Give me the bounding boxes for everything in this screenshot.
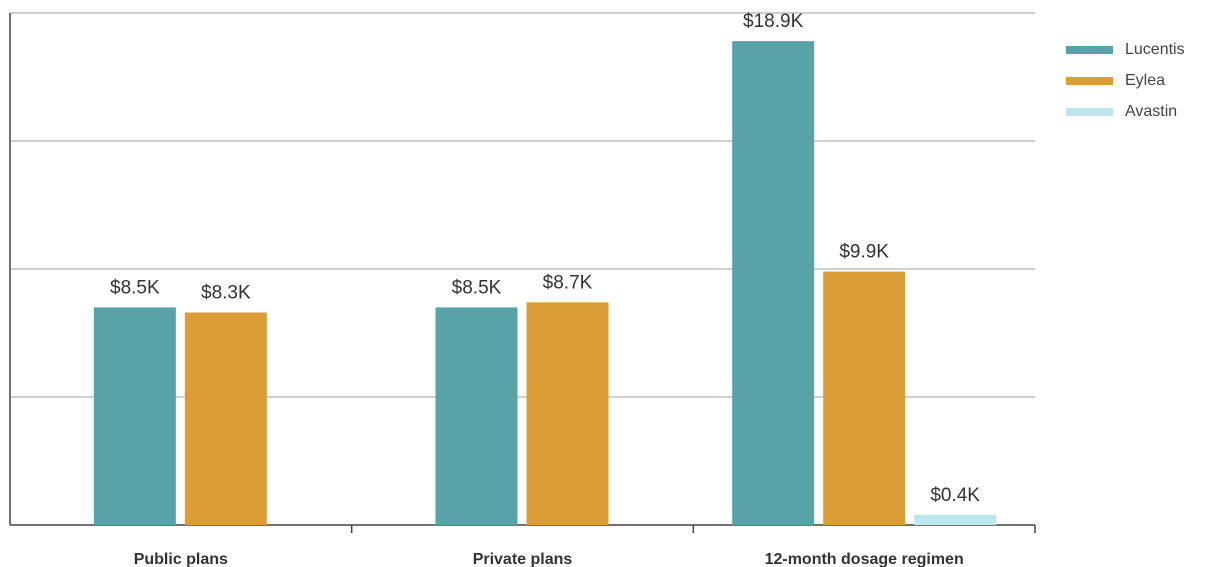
bar-eylea-12-month-dosage-regimen bbox=[823, 271, 906, 525]
bar-eylea-public-plans bbox=[184, 312, 267, 525]
data-label-lucentis-12-month-dosage-regimen: $18.9K bbox=[743, 11, 804, 32]
data-label-lucentis-public-plans: $8.5K bbox=[110, 277, 160, 298]
data-label-eylea-public-plans: $8.3K bbox=[201, 283, 251, 304]
category-label-12-month-dosage-regimen: 12-month dosage regimen bbox=[765, 551, 964, 567]
legend-item-eylea: Eylea bbox=[1066, 65, 1185, 96]
legend-swatch-avastin bbox=[1066, 107, 1113, 116]
legend-label-avastin: Avastin bbox=[1125, 102, 1178, 120]
legend-label-lucentis: Lucentis bbox=[1125, 40, 1185, 58]
category-label-public-plans: Public plans bbox=[134, 551, 228, 567]
category-label-private-plans: Private plans bbox=[473, 551, 573, 567]
bar-lucentis-public-plans bbox=[93, 307, 176, 525]
legend: Lucentis Eylea Avastin bbox=[1066, 34, 1185, 127]
legend-swatch-eylea bbox=[1066, 76, 1113, 85]
data-label-lucentis-private-plans: $8.5K bbox=[452, 277, 502, 298]
data-label-avastin-12-month-dosage-regimen: $0.4K bbox=[930, 485, 980, 506]
legend-item-avastin: Avastin bbox=[1066, 96, 1185, 127]
bar-eylea-private-plans bbox=[526, 302, 609, 525]
bar-avastin-12-month-dosage-regimen bbox=[914, 514, 997, 525]
legend-label-eylea: Eylea bbox=[1125, 71, 1166, 89]
legend-swatch-lucentis bbox=[1066, 45, 1113, 54]
legend-item-lucentis: Lucentis bbox=[1066, 34, 1185, 65]
data-label-eylea-12-month-dosage-regimen: $9.9K bbox=[839, 242, 889, 263]
data-label-eylea-private-plans: $8.7K bbox=[543, 272, 593, 293]
bar-lucentis-12-month-dosage-regimen bbox=[732, 41, 815, 525]
bar-lucentis-private-plans bbox=[435, 307, 518, 525]
